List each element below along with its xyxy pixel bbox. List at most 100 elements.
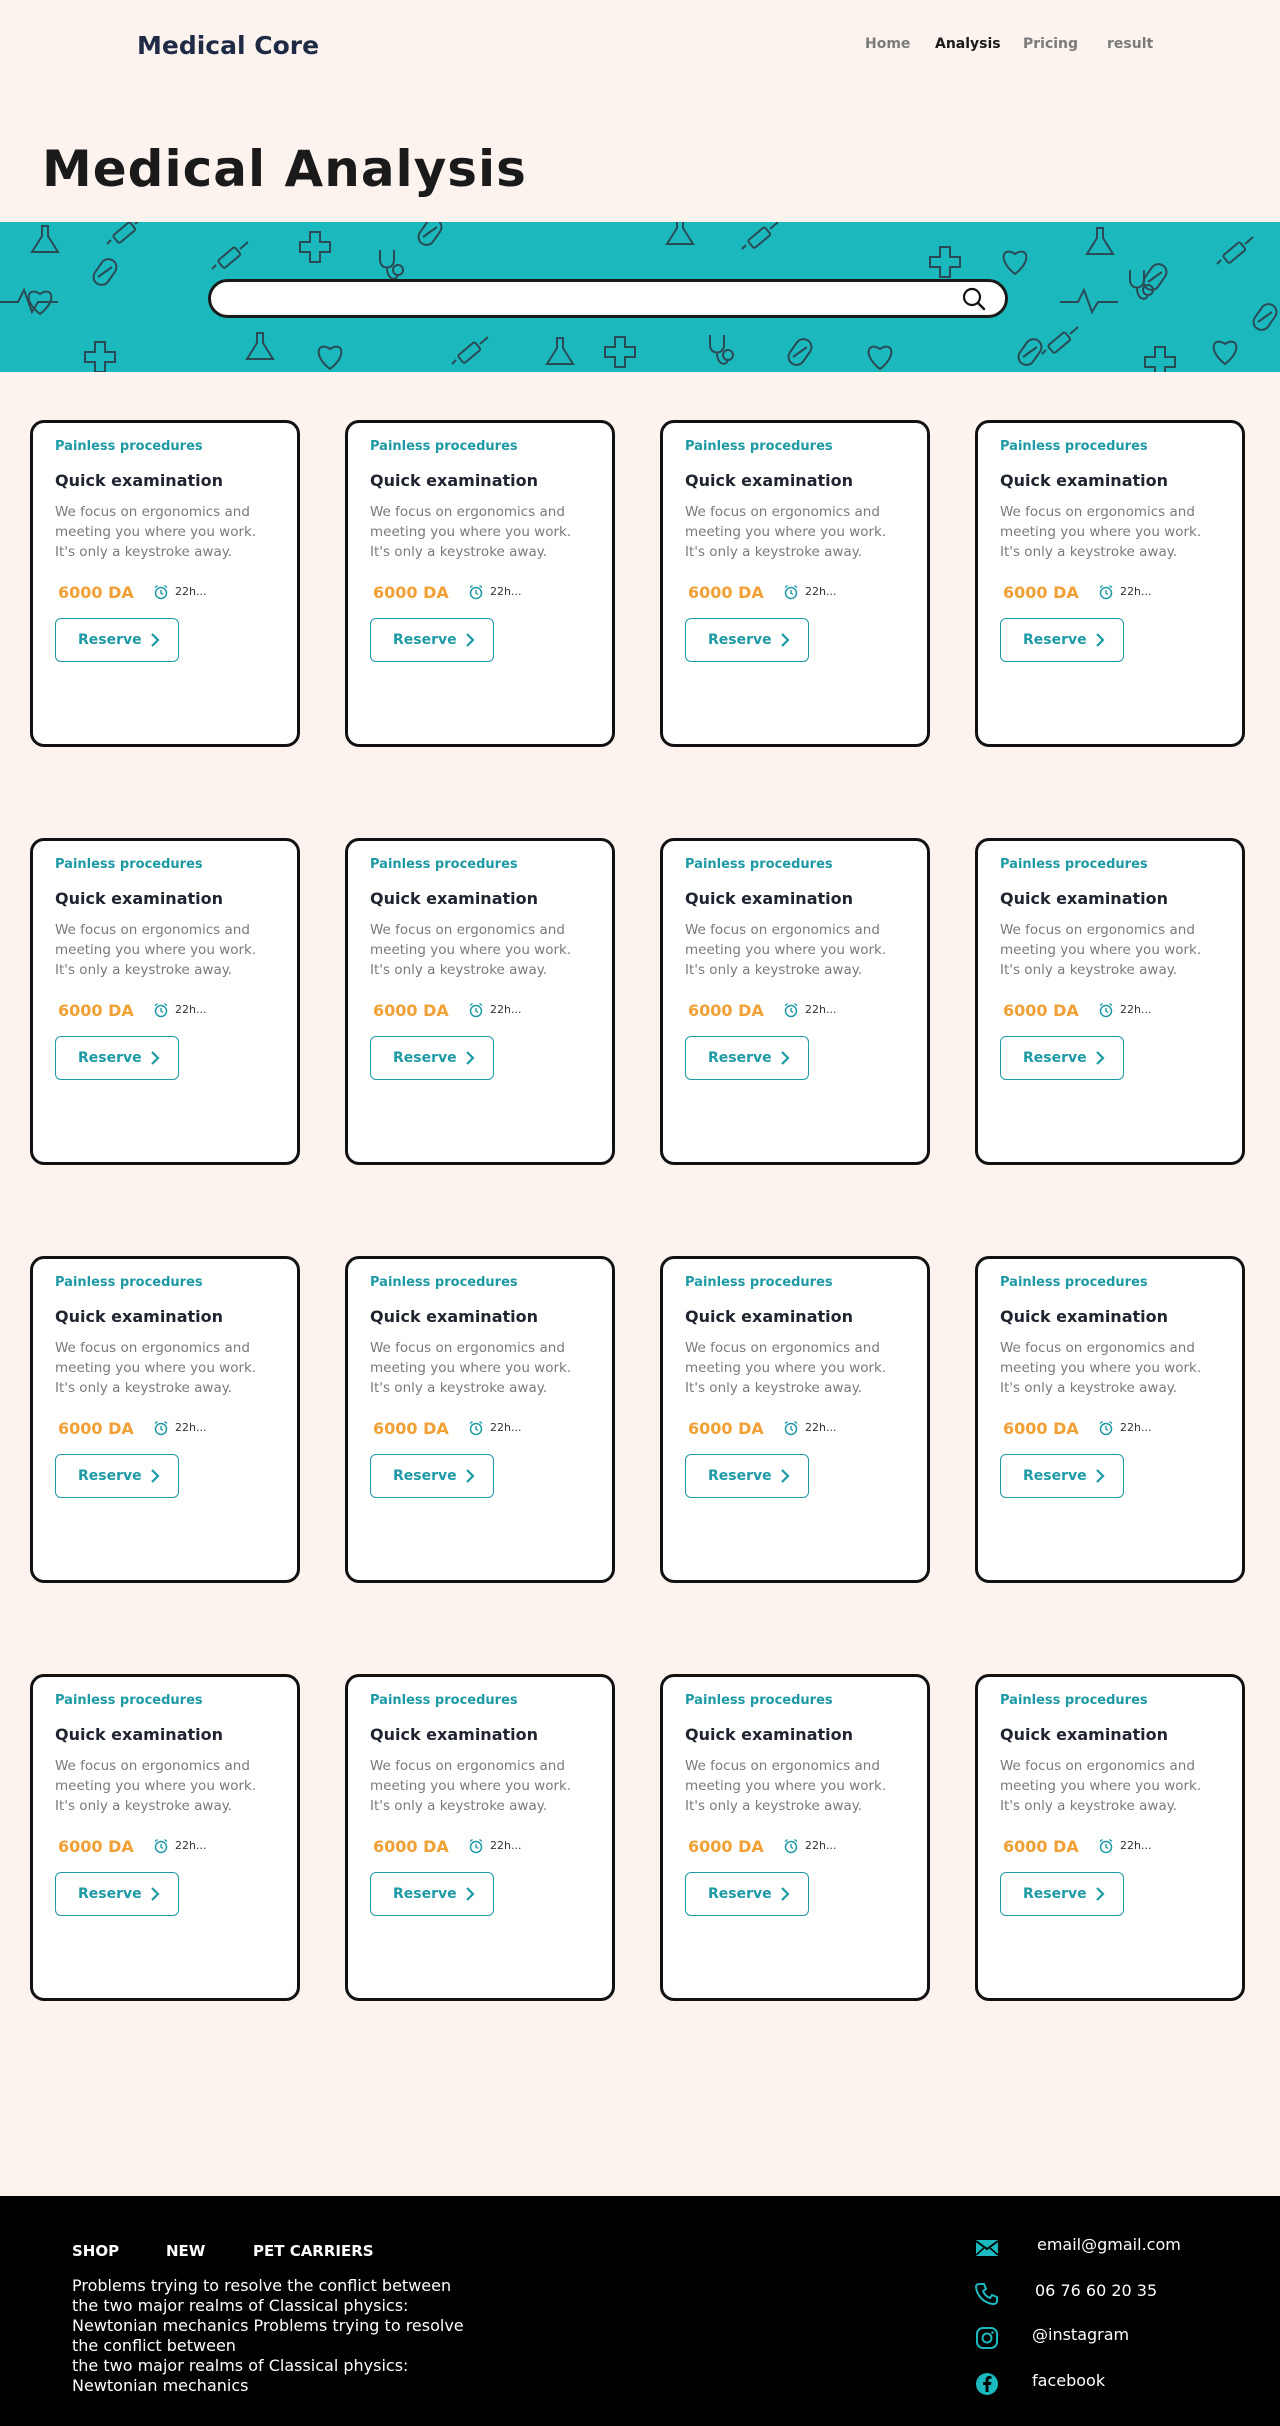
chevron-right-icon <box>781 1051 790 1065</box>
reserve-button[interactable]: Reserve <box>1000 618 1124 662</box>
card-duration: 22h... <box>175 1003 207 1016</box>
card-tag: Painless procedures <box>1000 1275 1148 1290</box>
card-description: We focus on ergonomics and meeting you w… <box>685 1758 887 1814</box>
reserve-button[interactable]: Reserve <box>55 1454 179 1498</box>
search-input[interactable] <box>229 288 929 310</box>
reserve-button[interactable]: Reserve <box>370 1454 494 1498</box>
reserve-button[interactable]: Reserve <box>685 1454 809 1498</box>
analysis-card: Painless procedures Quick examination We f… <box>975 838 1245 1165</box>
card-title: Quick examination <box>55 1307 223 1326</box>
contact-email[interactable]: email@gmail.com <box>1037 2235 1181 2254</box>
card-title: Quick examination <box>55 889 223 908</box>
card-duration: 22h... <box>175 1839 207 1852</box>
alarm-clock-icon <box>154 1420 168 1436</box>
card-description: We focus on ergonomics and meeting you w… <box>685 922 887 978</box>
card-description: We focus on ergonomics and meeting you w… <box>55 922 257 978</box>
alarm-clock-icon <box>1099 1838 1113 1854</box>
reserve-button[interactable]: Reserve <box>55 1036 179 1080</box>
card-description: We focus on ergonomics and meeting you w… <box>55 504 257 560</box>
card-description: We focus on ergonomics and meeting you w… <box>685 1340 887 1396</box>
card-description: We focus on ergonomics and meeting you w… <box>55 1340 257 1396</box>
card-price: 6000 DA <box>373 583 449 602</box>
analysis-card: Painless procedures Quick examination We f… <box>345 1674 615 2001</box>
alarm-clock-icon <box>154 1838 168 1854</box>
card-title: Quick examination <box>370 889 538 908</box>
reserve-button[interactable]: Reserve <box>685 1036 809 1080</box>
reserve-button-label: Reserve <box>708 632 772 648</box>
card-description: We focus on ergonomics and meeting you w… <box>685 504 887 560</box>
chevron-right-icon <box>781 1887 790 1901</box>
alarm-clock-icon <box>784 1002 798 1018</box>
reserve-button[interactable]: Reserve <box>685 618 809 662</box>
chevron-right-icon <box>151 1051 160 1065</box>
contact-phone[interactable]: 06 76 60 20 35 <box>1035 2281 1158 2300</box>
card-description: We focus on ergonomics and meeting you w… <box>1000 1758 1202 1814</box>
reserve-button-label: Reserve <box>78 1050 142 1066</box>
card-price: 6000 DA <box>1003 583 1079 602</box>
reserve-button-label: Reserve <box>393 1050 457 1066</box>
footer-link-pet-carriers[interactable]: PET CARRIERS <box>253 2242 374 2260</box>
contact-instagram[interactable]: @instagram <box>1032 2325 1130 2344</box>
card-price: 6000 DA <box>1003 1837 1079 1856</box>
reserve-button[interactable]: Reserve <box>55 1872 179 1916</box>
card-title: Quick examination <box>55 1725 223 1744</box>
reserve-button[interactable]: Reserve <box>55 618 179 662</box>
reserve-button[interactable]: Reserve <box>685 1872 809 1916</box>
footer-link-new[interactable]: NEW <box>166 2242 206 2260</box>
reserve-button[interactable]: Reserve <box>370 1036 494 1080</box>
analysis-card: Painless procedures Quick examination We f… <box>660 1256 930 1583</box>
card-tag: Painless procedures <box>1000 857 1148 872</box>
reserve-button-label: Reserve <box>393 1468 457 1484</box>
card-description: We focus on ergonomics and meeting you w… <box>370 1758 572 1814</box>
analysis-card: Painless procedures Quick examination We f… <box>660 420 930 747</box>
card-tag: Painless procedures <box>55 857 203 872</box>
chevron-right-icon <box>151 1469 160 1483</box>
alarm-clock-icon <box>784 584 798 600</box>
card-title: Quick examination <box>1000 471 1168 490</box>
top-navbar: Medical Core Home Analysis Pricing resul… <box>0 0 1280 90</box>
analysis-card: Painless procedures Quick examination We f… <box>30 1256 300 1583</box>
card-title: Quick examination <box>685 471 853 490</box>
nav-pricing-link[interactable]: Pricing <box>1023 36 1079 52</box>
reserve-button[interactable]: Reserve <box>1000 1036 1124 1080</box>
reserve-button[interactable]: Reserve <box>1000 1454 1124 1498</box>
alarm-clock-icon <box>784 1838 798 1854</box>
nav-result-link[interactable]: result <box>1107 36 1154 52</box>
reserve-button-label: Reserve <box>393 1886 457 1902</box>
card-description: We focus on ergonomics and meeting you w… <box>370 504 572 560</box>
analysis-card: Painless procedures Quick examination We f… <box>975 1674 1245 2001</box>
reserve-button[interactable]: Reserve <box>1000 1872 1124 1916</box>
nav-analysis-link[interactable]: Analysis <box>935 36 1001 52</box>
footer-description: Problems trying to resolve the conflict … <box>72 2276 464 2395</box>
facebook-icon <box>976 2373 998 2395</box>
phone-icon <box>975 2283 998 2306</box>
reserve-button[interactable]: Reserve <box>370 618 494 662</box>
site-logo[interactable]: Medical Core <box>137 31 320 60</box>
card-title: Quick examination <box>685 889 853 908</box>
chevron-right-icon <box>1096 1051 1105 1065</box>
footer-link-shop[interactable]: SHOP <box>72 2242 120 2260</box>
alarm-clock-icon <box>1099 1420 1113 1436</box>
alarm-clock-icon <box>1099 1002 1113 1018</box>
alarm-clock-icon <box>469 1002 483 1018</box>
card-tag: Painless procedures <box>1000 1693 1148 1708</box>
card-tag: Painless procedures <box>55 1275 203 1290</box>
contact-facebook[interactable]: facebook <box>1032 2371 1106 2390</box>
card-price: 6000 DA <box>688 1837 764 1856</box>
chevron-right-icon <box>466 1469 475 1483</box>
card-title: Quick examination <box>370 471 538 490</box>
search-icon[interactable] <box>961 286 987 312</box>
card-tag: Painless procedures <box>55 439 203 454</box>
card-title: Quick examination <box>370 1725 538 1744</box>
card-tag: Painless procedures <box>685 439 833 454</box>
reserve-button-label: Reserve <box>708 1050 772 1066</box>
reserve-button-label: Reserve <box>1023 1886 1087 1902</box>
card-duration: 22h... <box>805 585 837 598</box>
analysis-card: Painless procedures Quick examination We f… <box>30 420 300 747</box>
card-tag: Painless procedures <box>1000 439 1148 454</box>
reserve-button[interactable]: Reserve <box>370 1872 494 1916</box>
nav-home-link[interactable]: Home <box>865 36 911 52</box>
card-duration: 22h... <box>490 1839 522 1852</box>
card-duration: 22h... <box>490 1003 522 1016</box>
analysis-card: Painless procedures Quick examination We f… <box>345 1256 615 1583</box>
